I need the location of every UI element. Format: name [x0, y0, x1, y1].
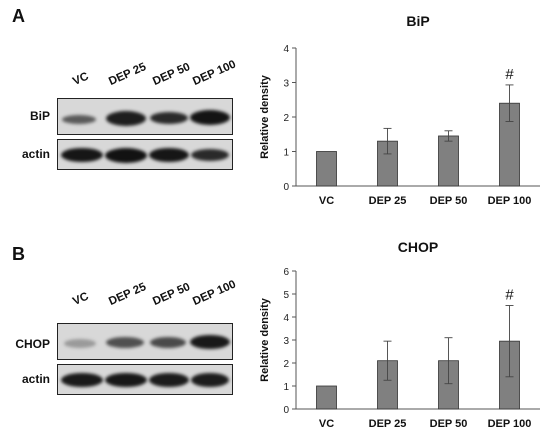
x-tick-label: DEP 100 [488, 195, 532, 207]
blot-strip-actin-a [57, 139, 233, 170]
x-tick-label: VC [319, 418, 334, 428]
y-tick-label: 6 [283, 267, 289, 278]
y-tick-label: 0 [283, 405, 289, 416]
panel-letter-a: A [12, 6, 25, 26]
y-tick-label: 1 [283, 382, 289, 393]
y-axis-label: Relative density [259, 74, 271, 159]
blot-row-label-actin-a: actin [21, 147, 50, 161]
bar [316, 151, 337, 187]
x-tick-label: DEP 25 [369, 195, 407, 207]
blot-row-label-actin-b: actin [21, 372, 50, 386]
significance-mark: # [505, 66, 514, 83]
lane-label: VC [71, 70, 91, 88]
chart-title: CHOP [398, 239, 438, 255]
lane-label: DEP 50 [151, 60, 193, 88]
x-tick-label: DEP 100 [488, 418, 532, 428]
y-tick-label: 2 [283, 113, 289, 124]
lane-label: DEP 100 [191, 278, 238, 308]
x-tick-label: DEP 25 [369, 418, 407, 428]
blot-strip-actin-b [57, 364, 233, 395]
x-tick-label: DEP 50 [430, 418, 468, 428]
lane-label: DEP 25 [107, 60, 149, 88]
lane-label: DEP 100 [191, 58, 238, 88]
blot-row-label-chop: CHOP [15, 337, 50, 351]
blot-row-label-bip: BiP [29, 109, 50, 123]
blot-strip-chop [57, 323, 233, 360]
x-tick-label: VC [319, 195, 334, 207]
bar [316, 385, 337, 410]
y-tick-label: 4 [283, 44, 289, 55]
x-tick-label: DEP 50 [430, 195, 468, 207]
y-tick-label: 3 [283, 336, 289, 347]
significance-mark: # [505, 287, 514, 304]
blot-strip-bip [57, 98, 233, 135]
chop-bar-chart: CHOP Relative density 0 1 2 3 4 5 6 VC DEP 25 DEP 5… [259, 239, 540, 428]
y-axis-label: Relative density [259, 297, 271, 382]
bip-bar-chart: BiP Relative density 0 1 2 3 4 VC DEP 25 DEP 50 # D… [259, 13, 540, 207]
lane-label: DEP 25 [107, 280, 149, 308]
chart-title: BiP [406, 13, 429, 29]
y-tick-label: 4 [283, 313, 289, 324]
lane-label: VC [71, 290, 91, 308]
y-tick-label: 1 [283, 148, 289, 159]
bar [438, 135, 459, 187]
panel-letter-b: B [12, 244, 25, 264]
y-tick-label: 0 [283, 182, 289, 193]
y-tick-label: 3 [283, 79, 289, 90]
y-tick-label: 5 [283, 290, 289, 301]
y-tick-label: 2 [283, 359, 289, 370]
lane-label: DEP 50 [151, 280, 193, 308]
